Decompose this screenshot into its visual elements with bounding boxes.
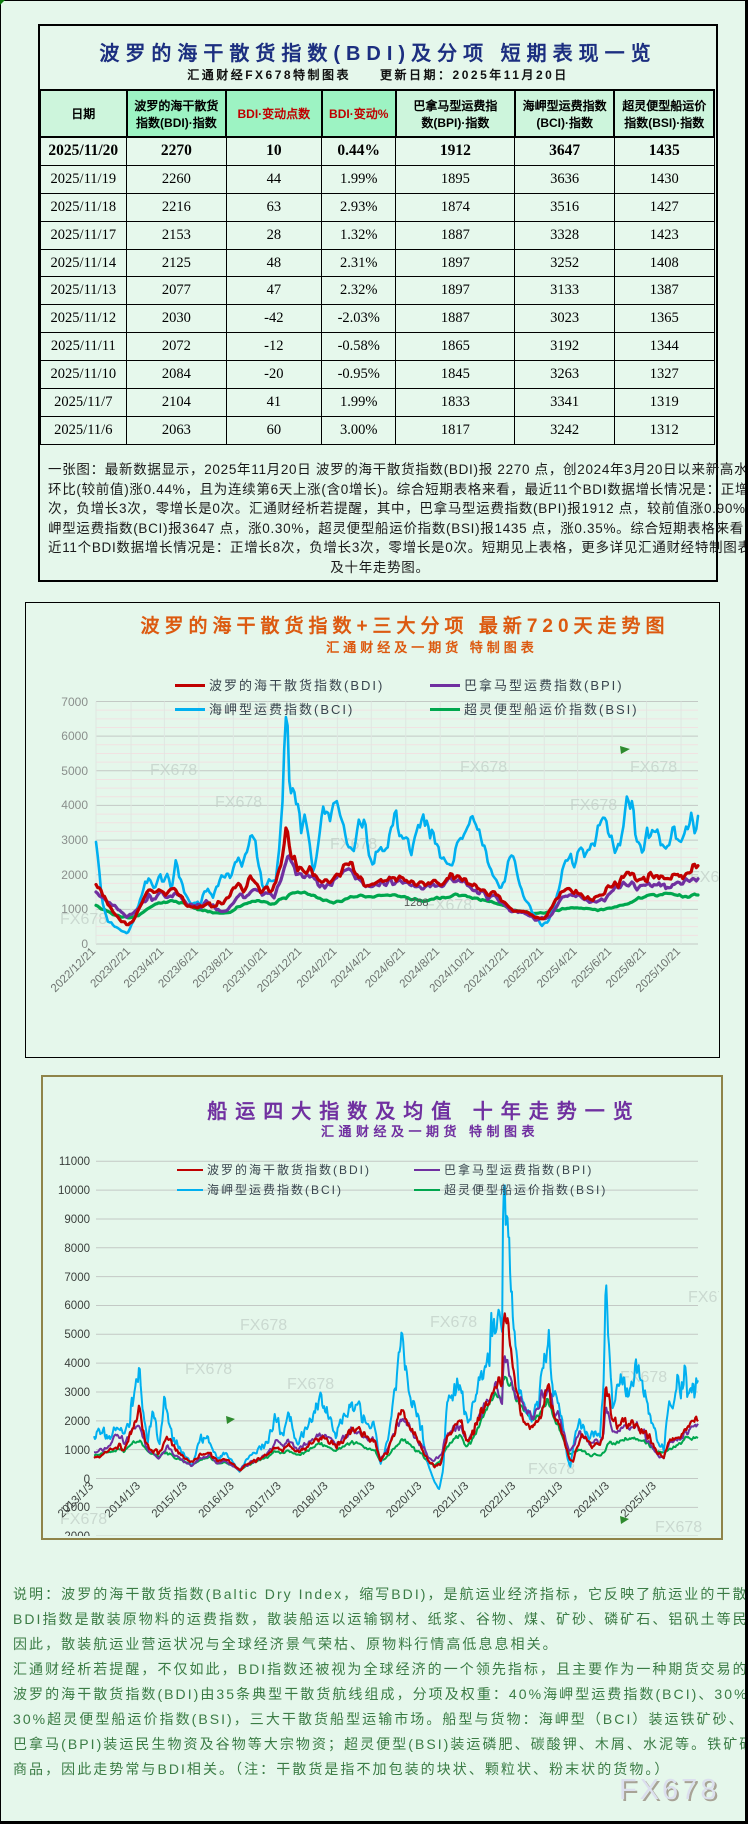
svg-text:5000: 5000 bbox=[64, 1329, 90, 1341]
svg-text:2017/1/3: 2017/1/3 bbox=[244, 1480, 284, 1520]
svg-text:7000: 7000 bbox=[64, 1272, 90, 1284]
svg-text:1000: 1000 bbox=[61, 902, 88, 916]
svg-text:2022/1/3: 2022/1/3 bbox=[478, 1480, 518, 1520]
svg-text:3000: 3000 bbox=[64, 1387, 90, 1399]
svg-text:6000: 6000 bbox=[64, 1300, 90, 1312]
svg-text:FX678: FX678 bbox=[430, 1314, 477, 1331]
svg-text:6000: 6000 bbox=[61, 729, 88, 743]
svg-text:2000: 2000 bbox=[61, 868, 88, 882]
svg-text:FX678: FX678 bbox=[240, 1317, 287, 1334]
svg-text:FX678: FX678 bbox=[688, 1289, 719, 1306]
svg-text:2015/1/3: 2015/1/3 bbox=[150, 1480, 190, 1520]
svg-text:FX678: FX678 bbox=[150, 762, 197, 779]
svg-text:2000: 2000 bbox=[64, 1416, 90, 1428]
svg-text:5000: 5000 bbox=[61, 764, 88, 778]
svg-text:FX678: FX678 bbox=[620, 1369, 667, 1386]
svg-text:FX678: FX678 bbox=[630, 759, 677, 776]
svg-text:2016/1/3: 2016/1/3 bbox=[197, 1480, 237, 1520]
svg-text:1000: 1000 bbox=[64, 1445, 90, 1457]
svg-text:2023/1/3: 2023/1/3 bbox=[525, 1480, 565, 1520]
svg-text:11000: 11000 bbox=[59, 1156, 90, 1168]
svg-text:0: 0 bbox=[84, 1474, 90, 1486]
svg-text:2018/1/3: 2018/1/3 bbox=[290, 1480, 330, 1520]
svg-text:FX678: FX678 bbox=[185, 1361, 232, 1378]
svg-text:FX678: FX678 bbox=[570, 797, 617, 814]
svg-text:FX678: FX678 bbox=[215, 794, 262, 811]
svg-text:FX678: FX678 bbox=[60, 911, 107, 928]
svg-text:2020/1/3: 2020/1/3 bbox=[384, 1480, 424, 1520]
svg-text:-1000: -1000 bbox=[61, 1502, 90, 1514]
svg-text:FX678: FX678 bbox=[287, 1376, 334, 1393]
svg-text:FX678: FX678 bbox=[655, 1519, 702, 1536]
svg-text:7000: 7000 bbox=[61, 695, 88, 709]
svg-text:0: 0 bbox=[81, 937, 88, 951]
svg-text:FX678: FX678 bbox=[425, 897, 472, 914]
svg-text:2025/1/3: 2025/1/3 bbox=[619, 1480, 659, 1520]
svg-text:FX678: FX678 bbox=[60, 1511, 107, 1528]
svg-text:-2000: -2000 bbox=[61, 1531, 90, 1536]
svg-text:FX678: FX678 bbox=[460, 759, 507, 776]
svg-text:1288: 1288 bbox=[404, 897, 428, 909]
svg-text:4000: 4000 bbox=[61, 798, 88, 812]
svg-text:10000: 10000 bbox=[58, 1185, 90, 1197]
svg-text:9000: 9000 bbox=[64, 1214, 90, 1226]
svg-text:4000: 4000 bbox=[64, 1358, 90, 1370]
svg-text:2019/1/3: 2019/1/3 bbox=[337, 1480, 377, 1520]
svg-text:2022/12/21: 2022/12/21 bbox=[48, 945, 97, 994]
svg-text:2024/1/3: 2024/1/3 bbox=[572, 1480, 612, 1520]
svg-text:3000: 3000 bbox=[61, 833, 88, 847]
svg-text:FX678: FX678 bbox=[330, 836, 377, 853]
svg-text:8000: 8000 bbox=[64, 1243, 90, 1255]
svg-text:2014/1/3: 2014/1/3 bbox=[103, 1480, 143, 1520]
svg-text:FX678: FX678 bbox=[528, 1461, 575, 1478]
